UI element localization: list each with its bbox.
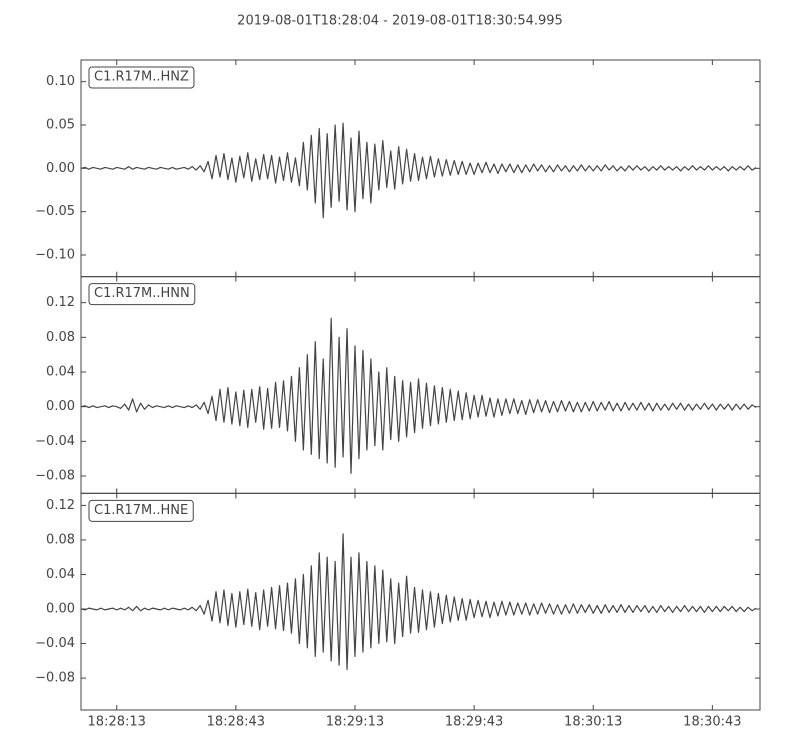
y-tick-label: 0.12 <box>46 295 75 310</box>
y-tick-label: 0.10 <box>46 74 75 89</box>
y-tick-label: −0.04 <box>35 434 75 449</box>
y-tick-label: 0.00 <box>46 399 75 414</box>
y-tick-label: 0.00 <box>46 602 75 617</box>
chart-title: 2019-08-01T18:28:04 - 2019-08-01T18:30:5… <box>237 14 563 29</box>
legend-box <box>88 283 196 306</box>
y-tick-label: −0.08 <box>35 671 75 686</box>
y-tick-label: −0.08 <box>35 469 75 484</box>
x-tick-label: 18:30:13 <box>564 715 622 730</box>
y-tick-label: 0.05 <box>46 118 75 133</box>
y-tick-label: 0.08 <box>46 532 75 547</box>
trace <box>81 533 757 671</box>
y-tick-label: 0.04 <box>46 365 75 380</box>
trace <box>81 317 757 474</box>
legend-label: C1.R17M..HNN <box>94 286 190 301</box>
panel-frame <box>80 276 761 494</box>
y-tick-label: −0.05 <box>35 204 75 219</box>
panel-frame <box>80 492 761 711</box>
x-tick-label: 18:28:43 <box>207 715 265 730</box>
legend-box <box>88 66 195 89</box>
x-tick-label: 18:29:43 <box>445 715 503 730</box>
y-tick-label: 0.12 <box>46 498 75 513</box>
y-tick-label: 0.00 <box>46 161 75 176</box>
legend-label: C1.R17M..HNE <box>94 503 188 518</box>
x-tick-label: 18:30:43 <box>683 715 741 730</box>
x-tick-label: 18:28:13 <box>88 715 146 730</box>
y-tick-label: 0.04 <box>46 567 75 582</box>
y-tick-label: −0.10 <box>35 248 75 263</box>
legend-box <box>88 499 194 522</box>
y-tick-label: −0.04 <box>35 636 75 651</box>
x-tick-label: 18:29:13 <box>326 715 384 730</box>
trace <box>81 122 757 219</box>
legend-label: C1.R17M..HNZ <box>94 70 189 85</box>
y-tick-label: 0.08 <box>46 330 75 345</box>
